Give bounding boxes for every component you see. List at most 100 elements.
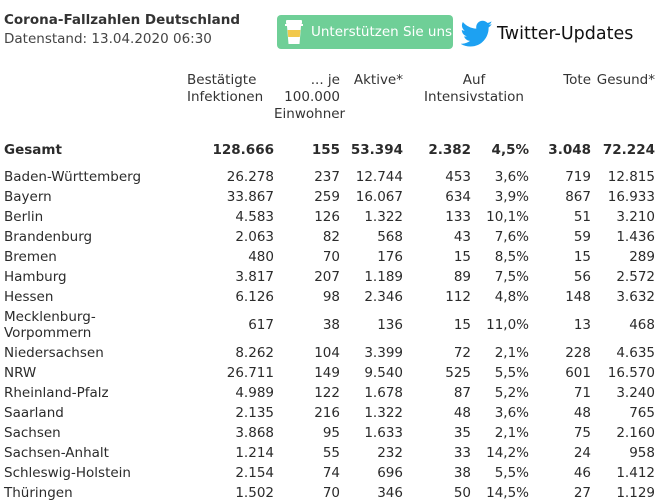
region-name: Bremen — [4, 249, 57, 265]
per-100k-cell: 155 — [311, 142, 340, 158]
confirmed-cell: 617 — [248, 317, 274, 333]
deaths-cell: 56 — [573, 269, 591, 285]
per-100k-cell: 74 — [322, 465, 340, 481]
region-name: Thüringen — [4, 485, 73, 501]
twitter-updates-link[interactable]: Twitter-Updates — [461, 17, 633, 51]
region-name: Schleswig-Holstein — [4, 465, 131, 481]
confirmed-cell: 2.135 — [235, 405, 274, 421]
icu-cell: 453 — [445, 169, 472, 185]
region-name: Hessen — [4, 289, 54, 305]
recovered-cell: 16.933 — [607, 189, 655, 205]
deaths-cell: 15 — [573, 249, 591, 265]
icu-cell: 89 — [453, 269, 472, 285]
case-table: Bestätigte Infektionen ... je 100.000 Ei… — [0, 72, 655, 503]
per-100k-cell: 259 — [314, 189, 340, 205]
confirmed-cell: 2.154 — [235, 465, 274, 481]
confirmed-cell: 4.989 — [235, 385, 274, 401]
recovered-cell: 2.572 — [616, 269, 655, 285]
icu-percent-cell: 5,5% — [494, 365, 529, 381]
icu-cell: 38 — [453, 465, 472, 481]
region-name: Rheinland-Pfalz — [4, 385, 109, 401]
deaths-cell: 59 — [573, 229, 591, 245]
active-cell: 9.540 — [364, 365, 403, 381]
confirmed-cell: 2.063 — [235, 229, 274, 245]
table-row: Rheinland-Pfalz 4.989 122 1.678 87 5,2% 71 3.24… — [0, 383, 655, 403]
per-100k-cell: 149 — [314, 365, 340, 381]
deaths-cell: 228 — [565, 345, 591, 361]
confirmed-cell: 3.817 — [235, 269, 274, 285]
recovered-cell: 3.240 — [616, 385, 655, 401]
recovered-cell: 1.412 — [616, 465, 655, 481]
support-us-label: Unterstützen Sie uns — [311, 24, 453, 40]
icu-cell: 2.382 — [428, 142, 472, 158]
total-row: Gesamt 128.666 155 53.394 2.382 4,5% 3.048 72.2… — [0, 128, 655, 159]
confirmed-cell: 3.868 — [235, 425, 274, 441]
icu-percent-cell: 3,6% — [494, 405, 529, 421]
region-name: Sachsen — [4, 425, 61, 441]
recovered-cell: 958 — [629, 445, 655, 461]
column-header-active: Aktive* — [353, 72, 403, 88]
per-100k-cell: 82 — [322, 229, 340, 245]
region-name: Berlin — [4, 209, 44, 225]
icu-percent-cell: 14,5% — [486, 485, 529, 501]
confirmed-cell: 8.262 — [235, 345, 274, 361]
icu-cell: 525 — [445, 365, 472, 381]
region-name: Niedersachsen — [4, 345, 104, 361]
icu-cell: 48 — [453, 405, 472, 421]
table-row: Hessen 6.126 98 2.346 112 4,8% 148 3.632 — [0, 287, 655, 307]
column-header-per-100k-label: ... je 100.000 Einwohner — [274, 72, 346, 122]
per-100k-cell: 216 — [314, 405, 340, 421]
column-header-icu: Auf Intensivstation — [403, 72, 529, 128]
icu-cell: 50 — [453, 485, 472, 501]
recovered-cell: 2.160 — [616, 425, 655, 441]
column-header-region — [0, 72, 173, 128]
per-100k-cell: 207 — [314, 269, 340, 285]
column-header-recovered: Gesund* — [596, 72, 655, 88]
deaths-cell: 46 — [573, 465, 591, 481]
region-name: Gesamt — [4, 142, 62, 158]
active-cell: 53.394 — [350, 142, 403, 158]
recovered-cell: 468 — [629, 317, 655, 333]
region-name: Saarland — [4, 405, 64, 421]
table-row: Sachsen-Anhalt 1.214 55 232 33 14,2% 24 958 — [0, 443, 655, 463]
deaths-cell: 71 — [573, 385, 591, 401]
icu-cell: 72 — [453, 345, 472, 361]
per-100k-cell: 237 — [314, 169, 340, 185]
confirmed-cell: 1.214 — [235, 445, 274, 461]
active-cell: 1.189 — [364, 269, 403, 285]
active-cell: 232 — [377, 445, 403, 461]
table-row: Saarland 2.135 216 1.322 48 3,6% 48 765 — [0, 403, 655, 423]
per-100k-cell: 98 — [322, 289, 340, 305]
per-100k-cell: 70 — [322, 249, 340, 265]
support-us-button[interactable]: Unterstützen Sie uns — [277, 15, 453, 49]
deaths-cell: 148 — [565, 289, 591, 305]
table-row: Brandenburg 2.063 82 568 43 7,6% 59 1.436 — [0, 227, 655, 247]
column-header-per-100k: ... je 100.000 Einwohner — [274, 72, 346, 128]
active-cell: 3.399 — [364, 345, 403, 361]
deaths-cell: 48 — [573, 405, 591, 421]
recovered-cell: 12.815 — [607, 169, 655, 185]
icu-percent-cell: 2,1% — [494, 345, 529, 361]
active-cell: 696 — [377, 465, 403, 481]
per-100k-cell: 126 — [314, 209, 340, 225]
icu-percent-cell: 4,5% — [491, 142, 529, 158]
confirmed-cell: 1.502 — [235, 485, 274, 501]
data-timestamp: Datenstand: 13.04.2020 06:30 — [4, 31, 212, 47]
icu-percent-cell: 3,9% — [494, 189, 529, 205]
icu-cell: 15 — [453, 249, 472, 265]
region-name: Sachsen-Anhalt — [4, 445, 109, 461]
active-cell: 1.678 — [364, 385, 403, 401]
active-cell: 12.744 — [355, 169, 403, 185]
deaths-cell: 75 — [573, 425, 591, 441]
deaths-cell: 24 — [573, 445, 591, 461]
icu-cell: 112 — [445, 289, 472, 305]
active-cell: 346 — [377, 485, 403, 501]
table-row: Thüringen 1.502 70 346 50 14,5% 27 1.129 — [0, 483, 655, 503]
icu-percent-cell: 10,1% — [486, 209, 529, 225]
recovered-cell: 4.635 — [616, 345, 655, 361]
table-header-row: Bestätigte Infektionen ... je 100.000 Ei… — [0, 72, 655, 128]
icu-percent-cell: 11,0% — [486, 317, 529, 333]
confirmed-cell: 26.711 — [226, 365, 274, 381]
per-100k-cell: 38 — [322, 317, 340, 333]
icu-percent-cell: 4,8% — [494, 289, 529, 305]
